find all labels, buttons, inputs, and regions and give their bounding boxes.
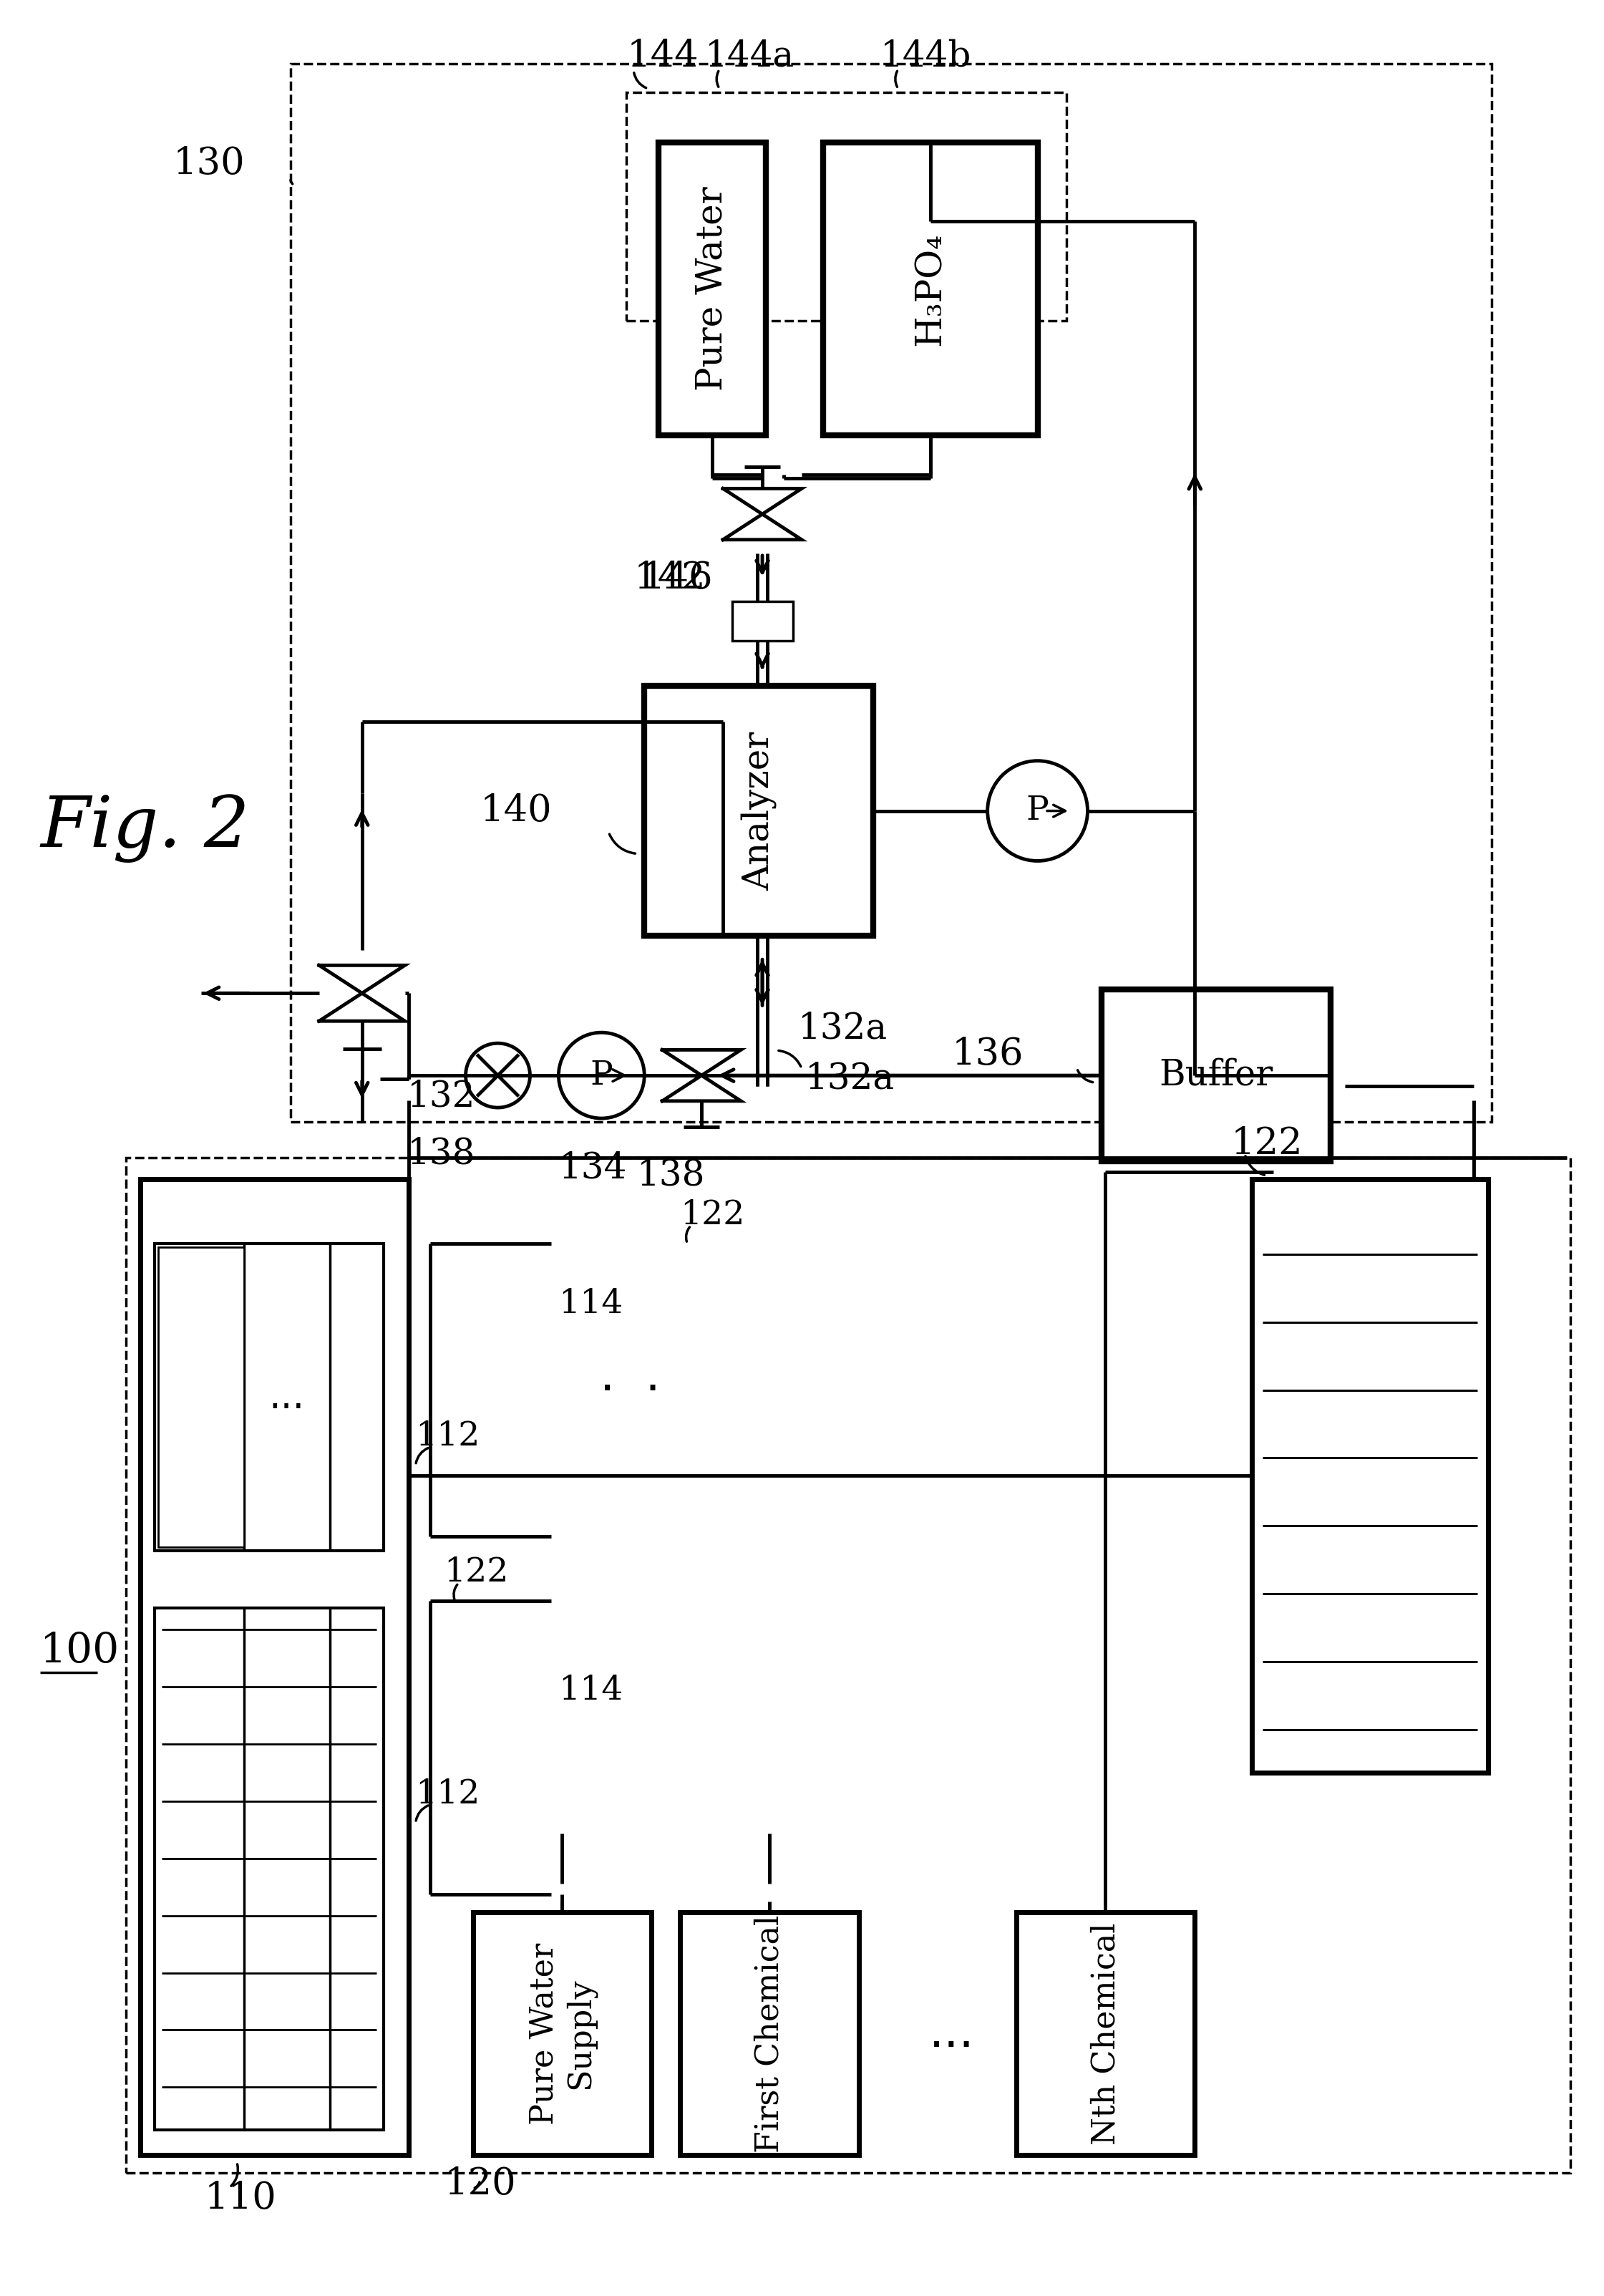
Bar (141, 1180, 409, 2156)
Text: Nth Chemical: Nth Chemical (1091, 1922, 1121, 2144)
Bar (159, 1247, 244, 1548)
Text: P: P (1027, 794, 1049, 827)
Bar (1102, 990, 1331, 1162)
Text: Pure Water: Pure Water (695, 186, 730, 390)
Text: Analyzer: Analyzer (741, 732, 776, 891)
Bar (154, 1244, 383, 1550)
Text: Buffer: Buffer (1160, 1058, 1274, 1093)
Text: Pure Water
Supply: Pure Water Supply (529, 1942, 595, 2124)
Text: 130: 130 (173, 145, 244, 181)
Text: Fig. 2: Fig. 2 (40, 794, 250, 863)
Text: 146: 146 (642, 560, 712, 597)
Text: 112: 112 (415, 1421, 480, 1453)
Bar (823, 142, 1038, 436)
Text: ...: ... (269, 1378, 305, 1417)
Bar (627, 92, 1067, 321)
Bar (680, 1913, 858, 2156)
Text: 112: 112 (415, 1777, 480, 1809)
Bar (731, 602, 792, 641)
Text: 134: 134 (558, 1150, 627, 1187)
Text: 144: 144 (627, 39, 698, 76)
Bar (127, 1157, 1570, 2172)
Text: 114: 114 (558, 1674, 624, 1706)
Bar (1253, 1180, 1489, 1773)
Text: 144b: 144b (881, 39, 972, 73)
Bar (1015, 1913, 1195, 2156)
Bar (154, 1607, 383, 2131)
Text: 100: 100 (40, 1630, 120, 1671)
Text: 144a: 144a (706, 39, 794, 73)
Text: 140: 140 (480, 792, 552, 829)
Text: 132a: 132a (799, 1010, 887, 1047)
Text: 142: 142 (634, 560, 706, 597)
Text: 136: 136 (951, 1035, 1023, 1072)
Bar (290, 64, 1492, 1123)
Text: 132a: 132a (805, 1061, 895, 1097)
Bar (473, 1913, 651, 2156)
Text: H₃PO₄: H₃PO₄ (913, 232, 948, 344)
Text: ...: ... (929, 2009, 975, 2057)
Text: 122: 122 (444, 1557, 508, 1589)
Text: 132: 132 (407, 1079, 475, 1114)
Text: ·  ·: · · (600, 1366, 661, 1414)
Text: P: P (590, 1058, 613, 1091)
Bar (659, 142, 765, 436)
Text: 114: 114 (558, 1288, 624, 1320)
Text: 122: 122 (680, 1199, 744, 1231)
Text: First Chemical: First Chemical (754, 1915, 784, 2154)
Bar (645, 687, 873, 937)
Text: 120: 120 (444, 2165, 516, 2202)
Text: 122: 122 (1230, 1125, 1302, 1162)
Text: 138: 138 (637, 1157, 706, 1194)
Text: 110: 110 (205, 2179, 277, 2216)
Text: 138: 138 (407, 1137, 475, 1171)
